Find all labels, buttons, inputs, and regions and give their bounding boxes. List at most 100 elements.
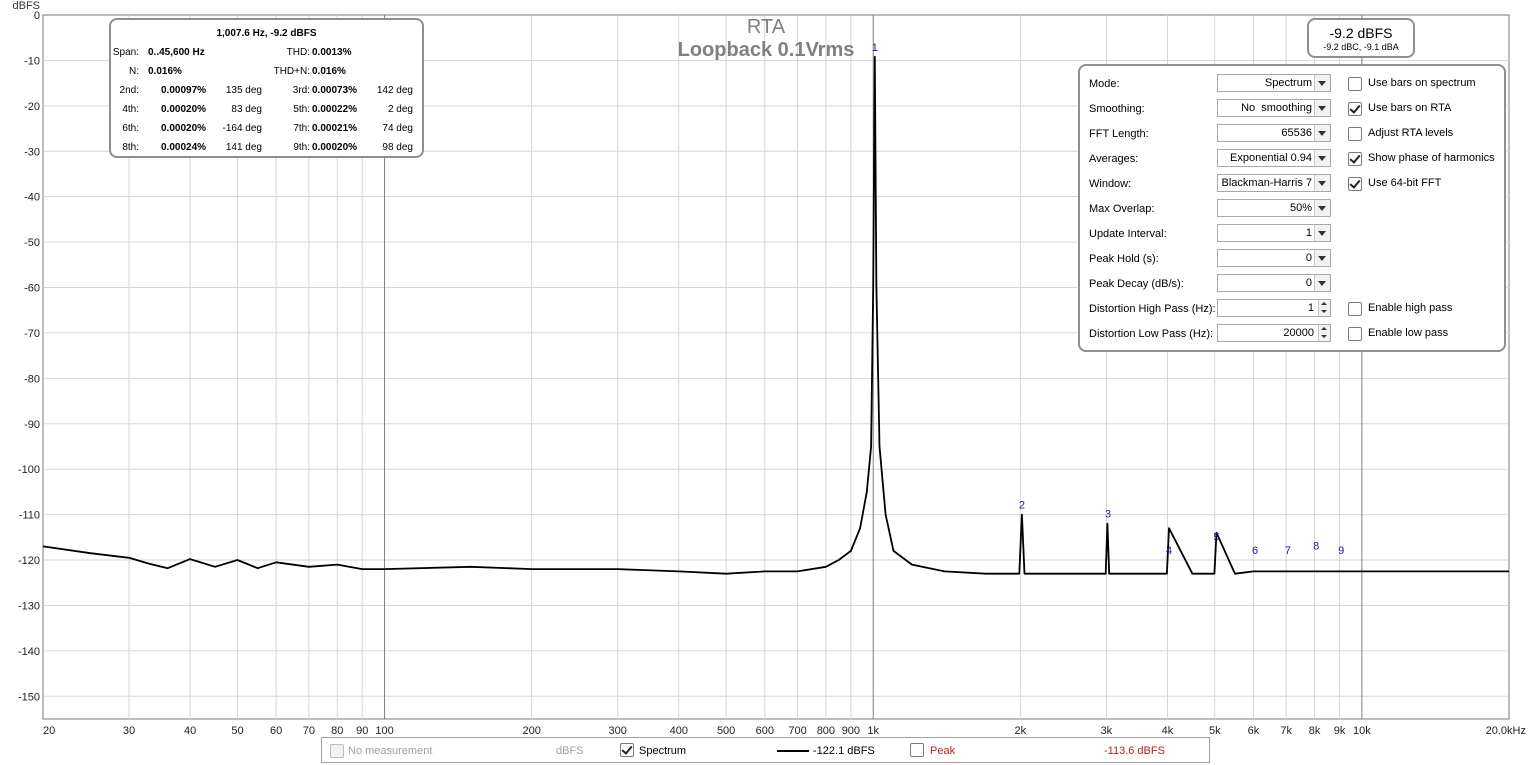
rta-controls-panel: Mode: Spectrum Smoothing: No smoothing F… xyxy=(1078,64,1506,352)
thdn-value: 0.016% xyxy=(312,66,346,77)
h8-value: 0.00024% xyxy=(161,142,207,153)
fft-length-dropdown[interactable]: 65536 xyxy=(1217,124,1331,142)
fft-length-value: 65536 xyxy=(1281,127,1312,139)
averages-row: Averages: Exponential 0.94 xyxy=(1089,149,1339,169)
checkbox-checked-icon[interactable] xyxy=(1348,177,1362,191)
checkbox-disabled-icon[interactable] xyxy=(330,744,344,758)
window-label: Window: xyxy=(1089,178,1132,190)
smoothing-dropdown[interactable]: No smoothing xyxy=(1217,99,1331,117)
chevron-down-icon[interactable] xyxy=(1314,100,1330,116)
spectrum-value: -122.1 dBFS xyxy=(813,745,875,757)
spin-up-icon[interactable] xyxy=(1318,300,1330,308)
h6-value: 0.00020% xyxy=(161,123,207,134)
harmonic-markers: 1 2 3 4 5 6 7 8 9 xyxy=(872,42,1344,557)
chevron-down-icon[interactable] xyxy=(1314,250,1330,266)
max-overlap-label: Max Overlap: xyxy=(1089,203,1155,215)
max-overlap-dropdown[interactable]: 50% xyxy=(1217,199,1331,217)
spectrum-label: Spectrum xyxy=(639,745,687,757)
distortion-low-pass-stepper[interactable]: 20000 xyxy=(1217,324,1331,342)
chevron-down-icon[interactable] xyxy=(1314,150,1330,166)
x-tick-label: 10k xyxy=(1353,725,1371,737)
y-tick-label: -140 xyxy=(18,646,40,658)
h6-label: 6th: xyxy=(122,123,139,134)
distortion-panel[interactable]: 1,007.6 Hz, -9.2 dBFS Span: 0..45,600 Hz… xyxy=(109,18,424,158)
mode-row: Mode: Spectrum xyxy=(1089,74,1339,94)
chevron-down-icon[interactable] xyxy=(1314,75,1330,91)
harmonic-label: 4 xyxy=(1166,545,1172,557)
y-tick-label: -10 xyxy=(24,55,40,67)
update-interval-value: 1 xyxy=(1305,227,1312,239)
update-interval-dropdown[interactable]: 1 xyxy=(1217,224,1331,242)
thd-value: 0.0013% xyxy=(312,47,352,58)
no-measurement-checkbox[interactable] xyxy=(330,744,344,758)
enable-high-pass-label: Enable high pass xyxy=(1368,302,1453,314)
x-tick-label: 700 xyxy=(788,725,806,737)
x-tick-label: 2k xyxy=(1015,725,1027,737)
checkbox-unchecked-icon[interactable] xyxy=(1348,327,1362,341)
peak-decay-dropdown[interactable]: 0 xyxy=(1217,274,1331,292)
x-tick-label: 20.0kHz xyxy=(1486,725,1526,737)
spin-down-icon[interactable] xyxy=(1318,333,1330,341)
distortion-low-pass-value: 20000 xyxy=(1283,327,1314,339)
x-tick-label: 5k xyxy=(1209,725,1221,737)
peak-decay-label: Peak Decay (dB/s): xyxy=(1089,278,1184,290)
chevron-down-icon[interactable] xyxy=(1314,175,1330,191)
h4-phase: 83 deg xyxy=(231,104,262,115)
harmonic-label: 3 xyxy=(1105,509,1111,521)
no-measurement-label: No measurement xyxy=(348,745,433,757)
y-axis-label: dBFS xyxy=(12,0,40,12)
peak-label: Peak xyxy=(930,745,956,757)
checkbox-unchecked-icon[interactable] xyxy=(910,743,924,757)
y-tick-label: -150 xyxy=(18,691,40,703)
harmonic-label: 7 xyxy=(1285,545,1291,557)
x-tick-label: 50 xyxy=(231,725,243,737)
averages-dropdown[interactable]: Exponential 0.94 xyxy=(1217,149,1331,167)
window-dropdown[interactable]: Blackman-Harris 7 xyxy=(1217,174,1331,192)
harmonic-label: 9 xyxy=(1338,545,1344,557)
x-tick-label: 800 xyxy=(817,725,835,737)
chevron-down-icon[interactable] xyxy=(1314,125,1330,141)
distortion-high-pass-stepper[interactable]: 1 xyxy=(1217,299,1331,317)
window-row: Window: Blackman-Harris 7 xyxy=(1089,174,1339,194)
mode-dropdown[interactable]: Spectrum xyxy=(1217,74,1331,92)
smoothing-row: Smoothing: No smoothing xyxy=(1089,99,1339,119)
x-tick-label: 1k xyxy=(867,725,879,737)
h9-value: 0.00020% xyxy=(312,142,358,153)
no-measurement-unit: dBFS xyxy=(556,745,584,757)
h5-value: 0.00022% xyxy=(312,104,358,115)
level-main: -9.2 dBFS xyxy=(1329,25,1393,41)
h3-value: 0.00073% xyxy=(312,85,358,96)
distortion-high-pass-label: Distortion High Pass (Hz): xyxy=(1089,303,1216,315)
checkbox-checked-icon[interactable] xyxy=(1348,152,1362,166)
mode-label: Mode: xyxy=(1089,78,1120,90)
chevron-down-icon[interactable] xyxy=(1314,275,1330,291)
x-tick-label: 4k xyxy=(1162,725,1174,737)
h5-phase: 2 deg xyxy=(387,104,413,115)
y-tick-label: -70 xyxy=(24,328,40,340)
x-tick-label: 90 xyxy=(356,725,368,737)
checkbox-unchecked-icon[interactable] xyxy=(1348,77,1362,91)
spin-up-icon[interactable] xyxy=(1318,325,1330,333)
span-value: 0..45,600 Hz xyxy=(148,47,205,58)
level-readout-panel[interactable]: -9.2 dBFS -9.2 dBC, -9.1 dBA xyxy=(1307,18,1415,58)
x-tick-label: 8k xyxy=(1309,725,1321,737)
checkbox-unchecked-icon[interactable] xyxy=(1348,127,1362,141)
y-tick-label: -20 xyxy=(24,101,40,113)
use-bars-on-rta-label: Use bars on RTA xyxy=(1368,102,1452,114)
chevron-down-icon[interactable] xyxy=(1314,200,1330,216)
peak-checkbox[interactable] xyxy=(910,743,924,757)
checkbox-checked-icon[interactable] xyxy=(620,743,634,757)
peak-hold-dropdown[interactable]: 0 xyxy=(1217,249,1331,267)
spin-down-icon[interactable] xyxy=(1318,308,1330,316)
checkbox-checked-icon[interactable] xyxy=(1348,102,1362,116)
chevron-down-icon[interactable] xyxy=(1314,225,1330,241)
peak-hold-row: Peak Hold (s): 0 xyxy=(1089,249,1339,269)
checkbox-unchecked-icon[interactable] xyxy=(1348,302,1362,316)
spectrum-checkbox[interactable] xyxy=(620,743,634,757)
h3-label: 3rd: xyxy=(292,85,310,96)
use-64-bit-fft-label: Use 64-bit FFT xyxy=(1368,177,1442,189)
y-tick-label: -40 xyxy=(24,192,40,204)
peak-hold-label: Peak Hold (s): xyxy=(1089,253,1159,265)
h9-label: 9th: xyxy=(293,142,310,153)
update-interval-row: Update Interval: 1 xyxy=(1089,224,1339,244)
